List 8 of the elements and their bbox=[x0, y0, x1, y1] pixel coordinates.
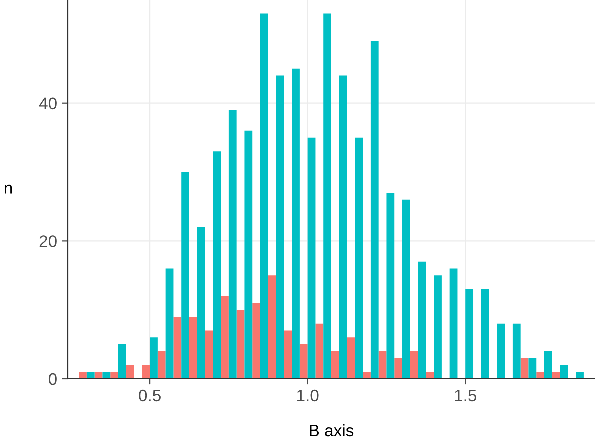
y-tick-label: 0 bbox=[48, 373, 57, 386]
x-tick-label: 1.5 bbox=[455, 390, 477, 402]
y-axis-title: n bbox=[4, 184, 12, 194]
y-tick-label: 40 bbox=[39, 98, 57, 110]
x-tick-label: 0.5 bbox=[139, 390, 161, 402]
x-axis-title: B axis bbox=[310, 424, 354, 437]
y-tick-label: 20 bbox=[40, 236, 57, 248]
x-tick-label: 1.0 bbox=[298, 390, 319, 402]
